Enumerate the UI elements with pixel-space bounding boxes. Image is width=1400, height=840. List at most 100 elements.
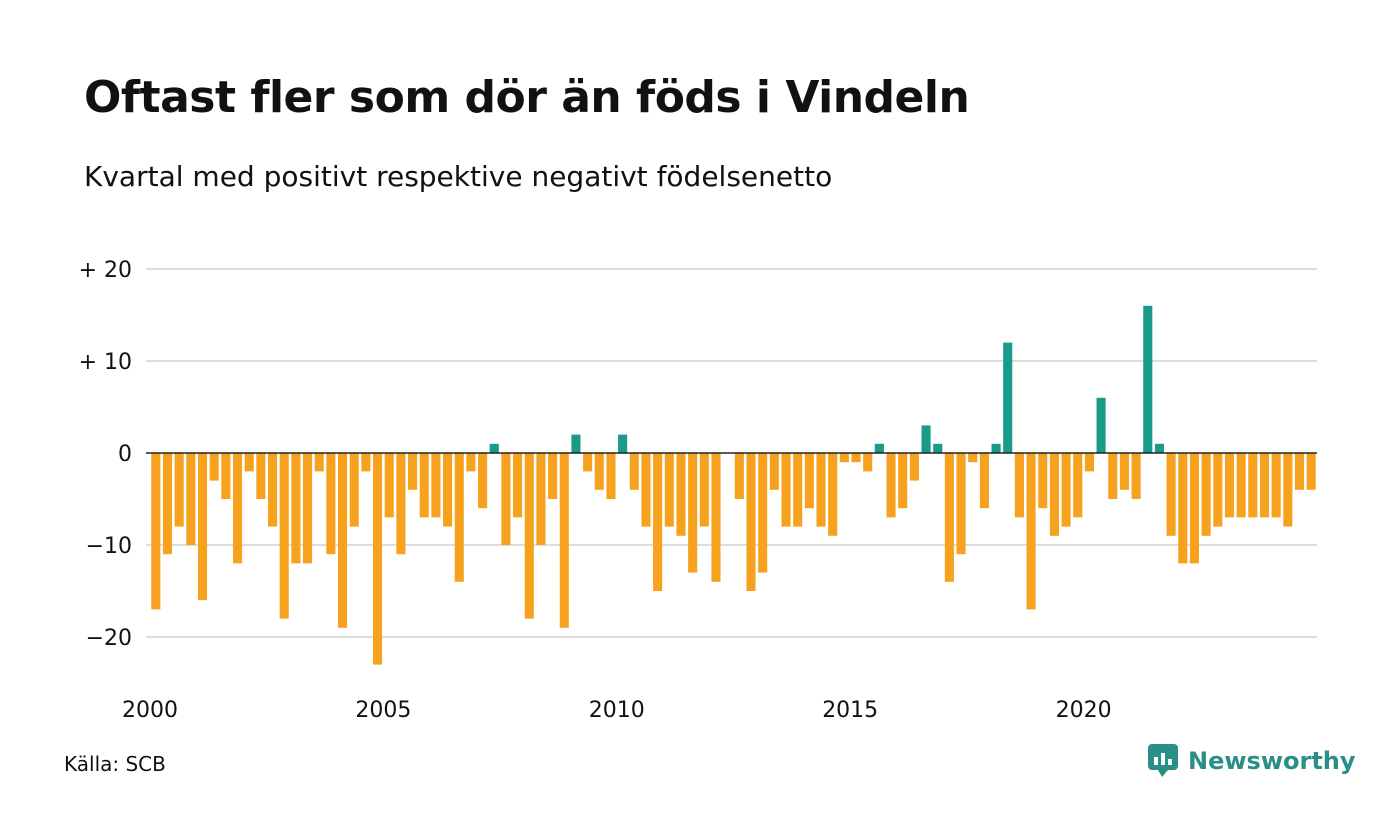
bar: [676, 453, 686, 536]
bar: [513, 453, 523, 518]
bar: [839, 453, 849, 463]
gridlines: [146, 268, 1317, 638]
bars: [151, 305, 1316, 665]
chart-subtitle: Kvartal med positivt respektive negativt…: [84, 160, 833, 193]
bar: [151, 453, 161, 610]
bar: [478, 453, 488, 509]
bar: [431, 453, 441, 518]
bar: [1294, 453, 1305, 490]
bar: [384, 453, 394, 518]
bar: [1061, 453, 1071, 527]
bar: [162, 453, 173, 555]
bar: [1189, 453, 1200, 564]
bar: [419, 453, 429, 518]
bar: [828, 453, 838, 536]
x-tick-label: 2010: [589, 698, 645, 723]
bar: [1306, 453, 1316, 490]
bar: [653, 453, 663, 591]
bar: [1073, 453, 1083, 518]
bar: [232, 453, 243, 564]
bar: [256, 453, 266, 499]
bar: [933, 443, 943, 453]
bar: [373, 453, 383, 665]
bar: [664, 453, 674, 527]
bar: [1166, 453, 1176, 536]
bar: [361, 453, 371, 472]
y-tick-label: 0: [118, 442, 132, 467]
x-tick-label: 2005: [355, 698, 411, 723]
x-tick-label: 2020: [1056, 698, 1112, 723]
x-tick-label: 2015: [822, 698, 878, 723]
bar: [734, 453, 744, 499]
brand-logo: Newsworthy: [1148, 744, 1356, 778]
bar: [466, 453, 476, 472]
bar: [699, 453, 709, 527]
bar: [1178, 453, 1188, 564]
bar: [174, 453, 184, 527]
brand-name: Newsworthy: [1188, 747, 1356, 775]
bar: [536, 453, 546, 545]
bar: [979, 453, 989, 509]
bar: [1014, 453, 1024, 518]
bar: [396, 453, 406, 555]
bar: [898, 453, 908, 509]
bar: [816, 453, 826, 527]
bar: [1003, 342, 1013, 453]
bar: [1213, 453, 1223, 527]
x-tick-label: 2000: [122, 698, 178, 723]
bar: [267, 453, 278, 527]
bar: [944, 453, 954, 582]
bar: [874, 443, 884, 453]
bar: [1154, 443, 1164, 453]
bar: [209, 453, 219, 481]
bar: [594, 453, 604, 490]
bar: [338, 453, 348, 628]
bar: [244, 453, 254, 472]
bar: [769, 453, 779, 490]
bar: [1108, 453, 1118, 499]
newsworthy-icon: [1148, 744, 1178, 777]
bar: [968, 453, 978, 463]
bar: [1049, 453, 1059, 536]
bar: [629, 453, 639, 490]
bar: [1259, 453, 1270, 518]
bar: [1224, 453, 1235, 518]
bar: [618, 434, 628, 453]
bar: [454, 453, 464, 582]
y-tick-label: −20: [86, 626, 132, 651]
bar: [524, 453, 534, 619]
bar: [279, 453, 289, 619]
bar: [1283, 453, 1293, 527]
bar: [1131, 453, 1141, 499]
bar: [1201, 453, 1211, 536]
bar: [921, 425, 931, 453]
bar: [991, 443, 1001, 453]
bar: [1248, 453, 1258, 518]
bar: [956, 453, 966, 555]
bar: [688, 453, 698, 573]
bar: [1143, 305, 1153, 453]
bar-chart: + 20 + 10 0 −10 −20 2000 2005 2010 2015 2020: [79, 258, 1317, 723]
bar: [851, 453, 861, 463]
bar: [489, 443, 499, 453]
bar: [711, 453, 721, 582]
bar: [408, 453, 418, 490]
bar: [197, 453, 208, 601]
bar: [548, 453, 558, 499]
bar: [1271, 453, 1281, 518]
bar: [1084, 453, 1094, 472]
bar: [909, 453, 919, 481]
bar: [1236, 453, 1246, 518]
bar: [501, 453, 511, 545]
bar: [291, 453, 301, 564]
bar: [793, 453, 803, 527]
bar: [349, 453, 359, 527]
source-note: Källa: SCB: [64, 752, 166, 776]
bar: [326, 453, 336, 555]
bar: [443, 453, 453, 527]
bar: [186, 453, 196, 545]
bar: [571, 434, 581, 453]
bar: [314, 453, 324, 472]
bar: [1038, 453, 1048, 509]
bar: [863, 453, 873, 472]
